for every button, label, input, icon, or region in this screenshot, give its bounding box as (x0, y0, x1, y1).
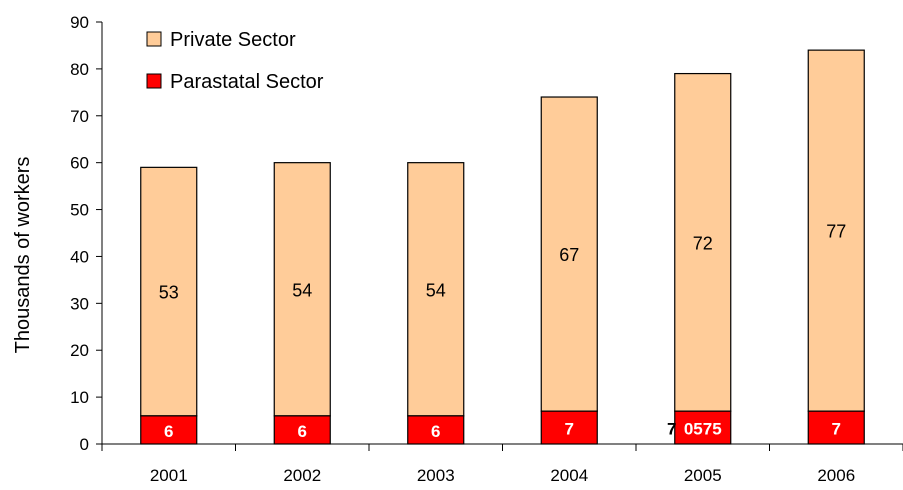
data-label-private: 54 (426, 280, 446, 300)
y-tick-label: 90 (70, 13, 89, 32)
axes: 0 10 20 30 40 50 60 70 80 90 2001 2002 2003 2004 2005 2… (70, 13, 903, 485)
bar-private-2001 (140, 166, 198, 417)
bar-parastatal-2004 (540, 410, 598, 445)
y-tick-label: 70 (70, 107, 89, 126)
legend: Private Sector Parastatal Sector (146, 29, 324, 93)
data-label-parastatal: 6 (298, 422, 307, 441)
y-tick-label: 80 (70, 60, 89, 79)
data-label-private: 53 (159, 283, 179, 303)
bar-parastatal-2003 (407, 415, 465, 445)
y-tick-label: 10 (70, 388, 89, 407)
bar-parastatal-2005 (674, 410, 732, 445)
x-tick-label: 2002 (283, 466, 321, 485)
bar-parastatal-2001 (140, 415, 198, 445)
data-label-private: 54 (292, 280, 312, 300)
data-label-private: 77 (826, 222, 846, 242)
x-tick-label: 2006 (817, 466, 855, 485)
bar-private-2003 (407, 162, 465, 417)
x-tick-label: 2003 (417, 466, 455, 485)
bar-private-2006 (807, 49, 865, 412)
x-tick-label: 2004 (550, 466, 588, 485)
legend-label: Parastatal Sector (170, 71, 324, 93)
data-label-private: 67 (559, 245, 579, 265)
bar-private-2004 (540, 96, 598, 412)
x-tick-label: 2005 (684, 466, 722, 485)
data-label-parastatal: 0575 (684, 420, 722, 439)
y-tick-label: 30 (70, 294, 89, 313)
data-label-parastatal: 6 (431, 422, 440, 441)
x-tick-label: 2001 (150, 466, 188, 485)
bar-private-2002 (273, 162, 331, 417)
data-label-parastatal: 7 (832, 420, 841, 439)
y-tick-label: 60 (70, 154, 89, 173)
data-label-extra: 7 (667, 420, 676, 439)
data-label-private: 72 (693, 233, 713, 253)
legend-swatch (146, 31, 162, 47)
bar-private-2005 (674, 72, 732, 412)
y-tick-label: 20 (70, 341, 89, 360)
legend-swatch (146, 73, 162, 89)
data-label-parastatal: 6 (164, 422, 173, 441)
y-tick-label: 50 (70, 201, 89, 220)
legend-label: Private Sector (170, 29, 296, 51)
bar-parastatal-2002 (273, 415, 331, 445)
bar-parastatal-2006 (807, 410, 865, 445)
y-axis-title: Thousands of workers (12, 157, 34, 354)
y-tick-label: 0 (80, 435, 89, 454)
data-label-parastatal: 7 (565, 420, 574, 439)
y-tick-label: 40 (70, 247, 89, 266)
